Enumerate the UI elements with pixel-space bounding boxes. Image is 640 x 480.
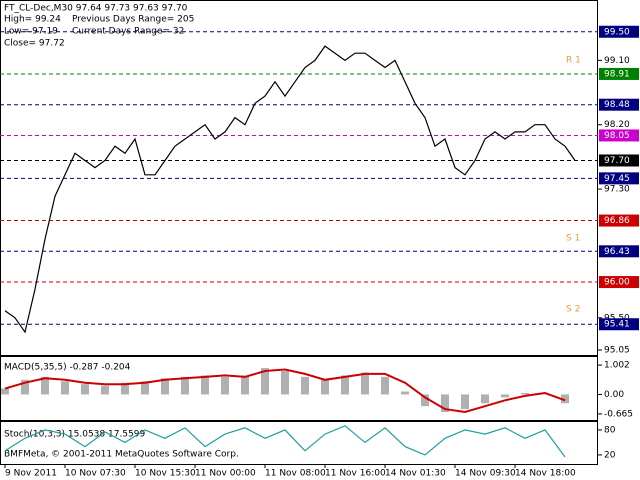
- level-label: 96.86: [604, 216, 630, 226]
- y-tick-label: 20: [604, 450, 616, 460]
- y-tick-label: 98.20: [604, 120, 630, 130]
- x-tick-label: 9 Nov 2011: [5, 469, 57, 479]
- level-label: 97.70: [604, 156, 630, 166]
- macd-bar: [161, 378, 169, 395]
- x-tick-label: 11 Nov 16:00: [325, 469, 386, 479]
- x-tick-label: 14 Nov 18:00: [515, 469, 576, 479]
- level-box: [599, 318, 639, 331]
- macd-bar: [141, 381, 149, 395]
- y-tick-label: 99.10: [604, 56, 630, 66]
- level-box: [599, 172, 639, 185]
- macd-bar: [421, 394, 429, 407]
- x-tick-label: 14 Nov 01:30: [385, 469, 446, 479]
- macd-bar: [441, 394, 449, 413]
- stoch-panel: [0, 421, 598, 465]
- macd-bar: [381, 376, 389, 395]
- y-tick-label: 95.05: [604, 345, 630, 355]
- macd-bar: [41, 376, 49, 395]
- level-label: 98.05: [604, 131, 630, 141]
- macd-bar: [1, 388, 9, 395]
- chart-title: FT_CL-Dec,M30 97.64 97.73 97.63 97.70: [4, 4, 188, 14]
- macd-bar: [261, 368, 269, 395]
- info: Close= 97.72: [4, 39, 65, 49]
- macd-bar: [321, 379, 329, 395]
- macd-bar: [401, 391, 409, 395]
- level-box: [599, 25, 639, 38]
- x-tick-label: 10 Nov 07:30: [65, 469, 126, 479]
- annotation: S 2: [566, 305, 580, 315]
- y-tick-label: 0.00: [604, 390, 624, 400]
- macd-bar: [201, 375, 209, 395]
- macd-bar: [21, 379, 29, 395]
- macd-bar: [341, 375, 349, 395]
- macd-bar: [481, 394, 489, 404]
- macd-bar: [561, 394, 569, 404]
- y-tick-label: 80: [604, 425, 616, 435]
- macd-bar: [521, 392, 529, 395]
- macd-bar: [121, 382, 129, 395]
- y-tick-label: 97.30: [604, 185, 630, 195]
- level-label: 96.00: [604, 278, 630, 288]
- x-tick-label: 14 Nov 09:30: [455, 469, 516, 479]
- info: High= 99.24: [4, 15, 61, 25]
- level-label: 95.41: [604, 320, 630, 330]
- copyright: BMFMeta, © 2001-2011 MetaQuotes Software…: [4, 450, 239, 460]
- macd-bar: [241, 375, 249, 395]
- macd-bar: [221, 376, 229, 395]
- info: Previous Days Range= 205: [72, 15, 194, 25]
- level-box: [599, 245, 639, 258]
- y-tick-label: 1.002: [604, 361, 630, 371]
- macd-bar: [361, 372, 369, 395]
- x-tick-label: 10 Nov 15:30: [135, 469, 196, 479]
- macd-title: MACD(5,35,5) -0.287 -0.204: [4, 363, 131, 373]
- level-box: [599, 154, 639, 167]
- level-label: 96.43: [604, 247, 630, 257]
- x-tick-label: 11 Nov 08:00: [265, 469, 326, 479]
- level-box: [599, 98, 639, 111]
- level-label: 99.50: [604, 27, 630, 37]
- annotation: R 1: [566, 56, 581, 66]
- level-label: 98.91: [604, 69, 630, 79]
- annotation: S 1: [566, 234, 580, 244]
- macd-bar: [281, 371, 289, 395]
- macd-bar: [81, 384, 89, 395]
- stoch-line: [4, 425, 566, 458]
- macd-bar: [181, 376, 189, 395]
- level-box: [599, 276, 639, 289]
- macd-signal: [4, 368, 566, 414]
- level-label: 97.45: [604, 174, 630, 184]
- x-tick-label: 11 Nov 00:00: [195, 469, 256, 479]
- stoch-title: Stoch(10,3,3) 15.0538 17.5599: [4, 430, 145, 440]
- macd-panel: [0, 356, 598, 421]
- macd-bar: [461, 394, 469, 410]
- level-box: [599, 214, 639, 227]
- level-box: [599, 67, 639, 80]
- level-label: 98.48: [604, 100, 630, 110]
- macd-bar: [301, 376, 309, 395]
- level-box: [599, 129, 639, 142]
- macd-bar: [501, 394, 509, 398]
- macd-bar: [61, 381, 69, 395]
- y-tick-label: -0.665: [604, 409, 633, 419]
- price-line: [4, 45, 576, 334]
- macd-bar: [101, 385, 109, 395]
